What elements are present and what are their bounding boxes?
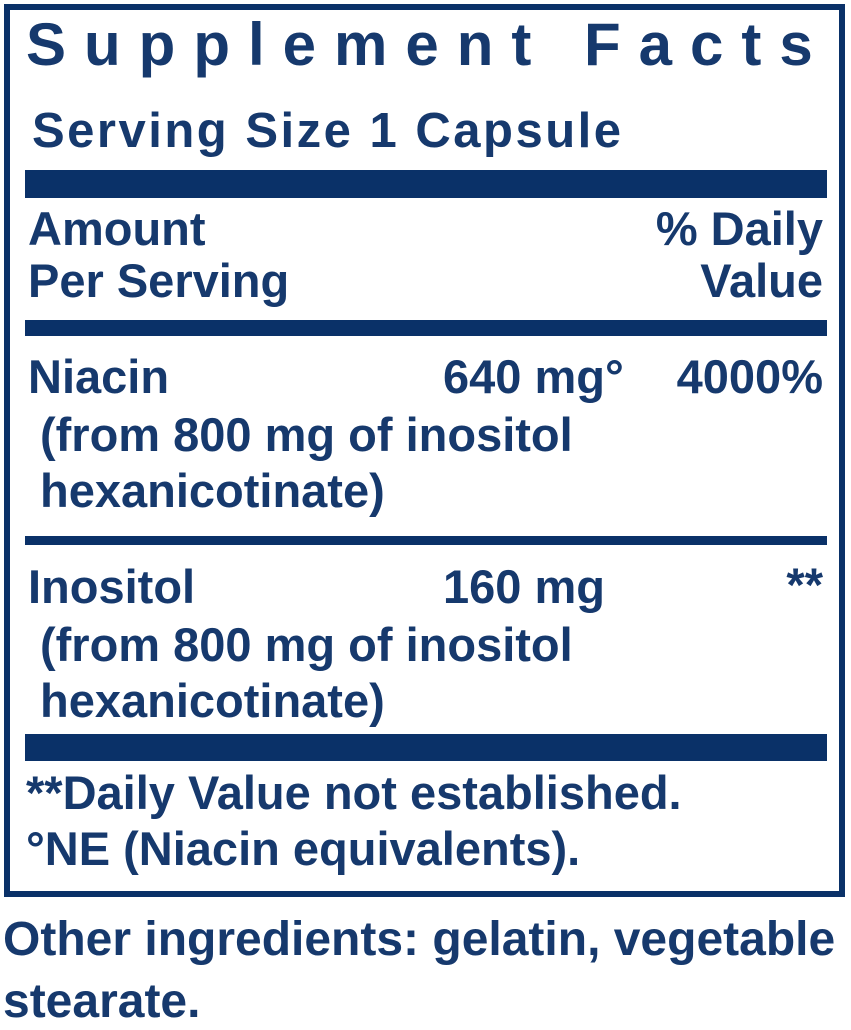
other-ingredients-line2: stearate. <box>3 975 201 1028</box>
nutrient-name-inositol: Inositol <box>28 560 196 613</box>
amount-per-serving-header-line2: Per Serving <box>28 254 290 307</box>
supplement-facts-panel: Supplement Facts Serving Size 1 Capsule … <box>4 4 845 897</box>
nutrient-detail-inositol-line2: hexanicotinate) <box>40 674 385 727</box>
separator-bar-thick-top <box>25 170 827 198</box>
other-ingredients-line1: Other ingredients: gelatin, vegetable <box>3 913 836 966</box>
supplement-facts-title: Supplement Facts <box>26 11 831 78</box>
daily-value-header-line1: % Daily <box>655 202 823 255</box>
footnote-daily-value: **Daily Value not established. <box>26 766 682 819</box>
nutrient-detail-inositol-line1: (from 800 mg of inositol <box>40 618 573 671</box>
separator-bar-under-header <box>25 320 827 336</box>
nutrient-daily-value-niacin: 4000% <box>676 350 823 403</box>
nutrient-detail-niacin-line2: hexanicotinate) <box>40 464 385 517</box>
nutrient-daily-value-inositol: ** <box>786 558 823 611</box>
separator-bar-thin <box>25 536 827 545</box>
serving-size-text: Serving Size 1 Capsule <box>32 104 624 158</box>
footnote-niacin-equivalents: °NE (Niacin equivalents). <box>26 822 581 875</box>
nutrient-amount-inositol: 160 mg <box>443 560 605 613</box>
daily-value-header-line2: Value <box>700 254 823 307</box>
amount-per-serving-header-line1: Amount <box>28 202 206 255</box>
nutrient-name-niacin: Niacin <box>28 350 170 403</box>
separator-bar-thick-bottom <box>25 734 827 761</box>
nutrient-amount-niacin: 640 mg° <box>443 350 624 403</box>
nutrient-detail-niacin-line1: (from 800 mg of inositol <box>40 408 573 461</box>
